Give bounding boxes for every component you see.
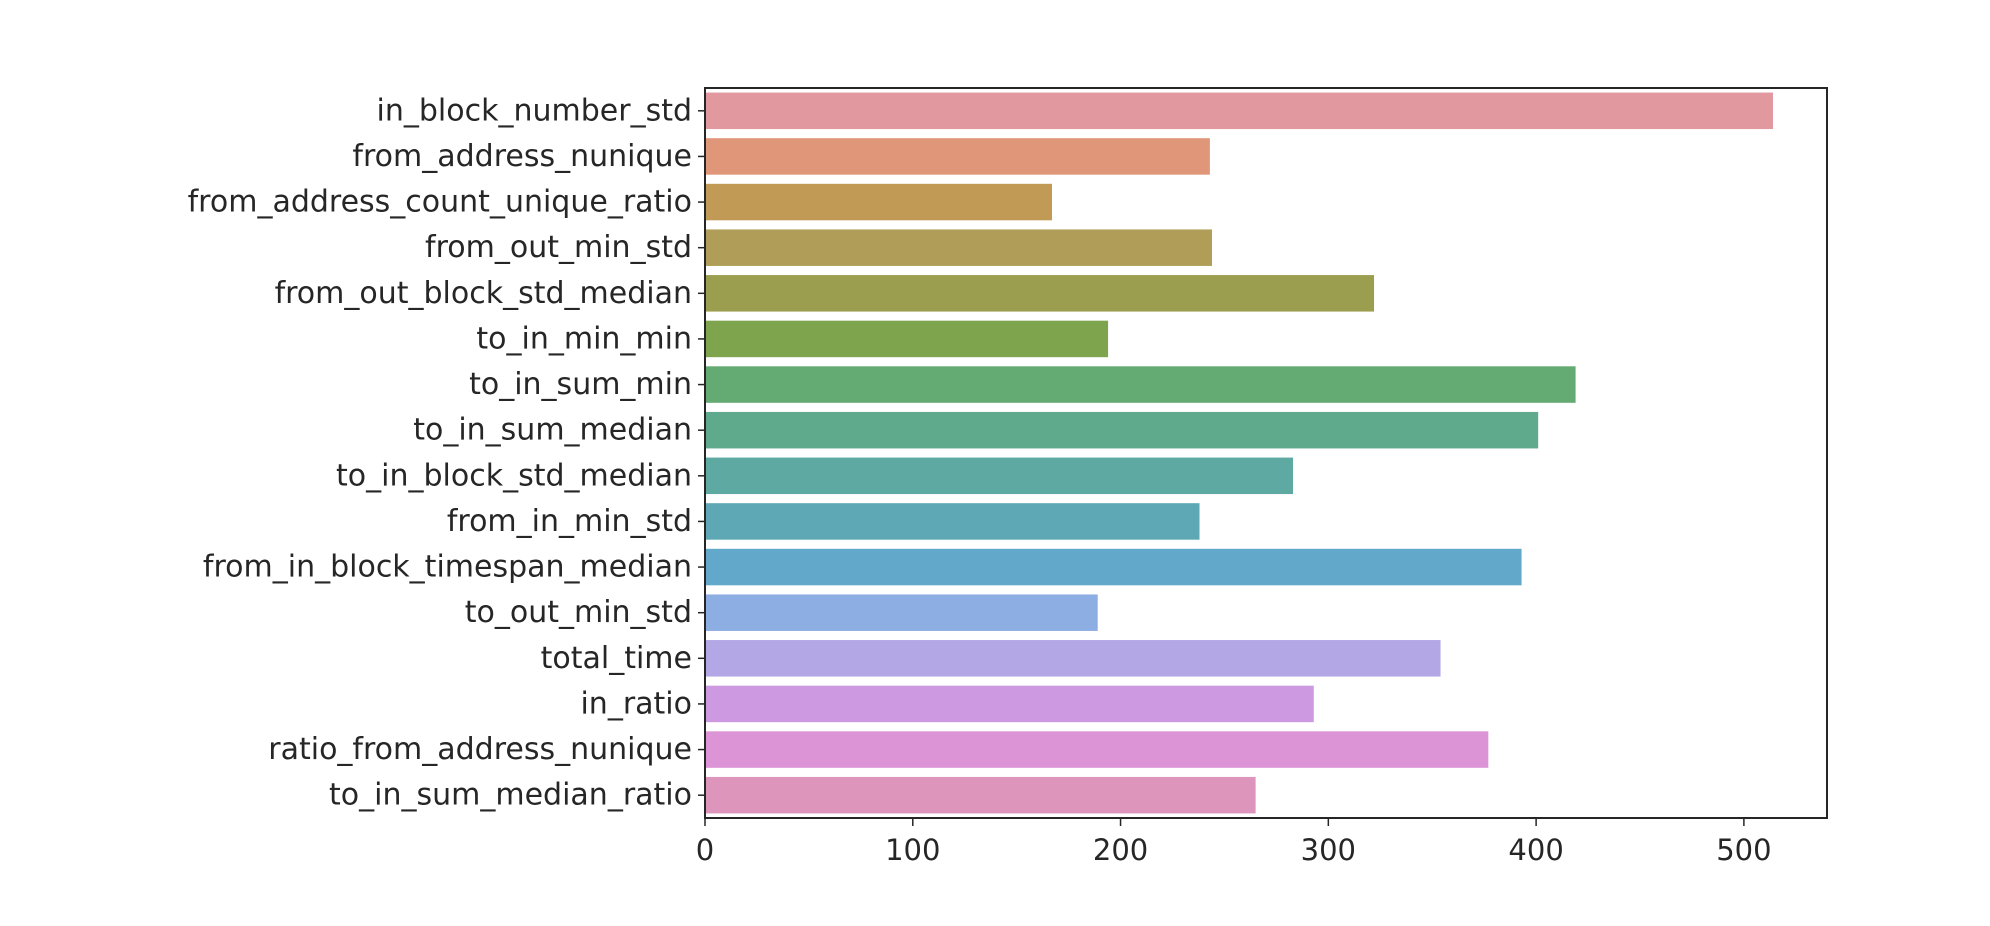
category-label: ratio_from_address_nunique [268, 732, 692, 767]
x-tick-label: 400 [1508, 833, 1563, 867]
category-label: in_ratio [580, 686, 692, 721]
bar-in_ratio [705, 685, 1314, 723]
bars-group [705, 92, 1773, 814]
bar-to_in_min_min [705, 320, 1109, 358]
category-label: from_address_count_unique_ratio [188, 185, 692, 220]
category-label: to_in_sum_median_ratio [329, 778, 692, 813]
bar-to_out_min_std [705, 594, 1098, 631]
category-label: total_time [541, 641, 692, 676]
x-tick-label: 200 [1093, 833, 1148, 867]
bar-from_in_min_std [705, 503, 1200, 540]
x-tick-label: 0 [696, 833, 714, 867]
x-tick-label: 500 [1716, 833, 1771, 867]
category-label: from_in_block_timespan_median [203, 550, 692, 585]
bar-to_in_sum_median [705, 411, 1539, 449]
x-tick-label: 300 [1301, 833, 1356, 867]
bar-to_in_block_std_median [705, 457, 1294, 495]
bar-to_in_sum_min [705, 366, 1576, 403]
plot-frame [704, 87, 1828, 819]
category-label: to_out_min_std [465, 595, 692, 630]
category-label: from_out_block_std_median [275, 276, 692, 311]
category-label: to_in_min_min [476, 321, 692, 356]
bar-ratio_from_address_nunique [705, 731, 1489, 768]
category-label: in_block_number_std [377, 93, 692, 128]
bar-total_time [705, 640, 1441, 677]
bar-from_out_block_std_median [705, 275, 1375, 312]
category-label: from_in_min_std [447, 504, 692, 539]
bar-from_in_block_timespan_median [705, 548, 1522, 586]
category-label: from_out_min_std [425, 230, 692, 265]
bar-from_address_count_unique_ratio [705, 183, 1052, 221]
bar-from_address_nunique [705, 138, 1210, 175]
category-label: to_in_block_std_median [336, 458, 692, 493]
bar-in_block_number_std [705, 92, 1773, 130]
bar-from_out_min_std [705, 229, 1212, 266]
x-tick-label: 100 [885, 833, 940, 867]
category-labels: in_block_number_std from_address_nuniquef… [188, 93, 705, 813]
x-axis: 0 100 200 300 400 500 [696, 818, 1772, 867]
category-label: from_address_nunique [352, 139, 692, 174]
category-label: to_in_sum_min [469, 367, 692, 402]
bar-to_in_sum_median_ratio [705, 776, 1256, 814]
category-label: to_in_sum_median [413, 413, 692, 448]
